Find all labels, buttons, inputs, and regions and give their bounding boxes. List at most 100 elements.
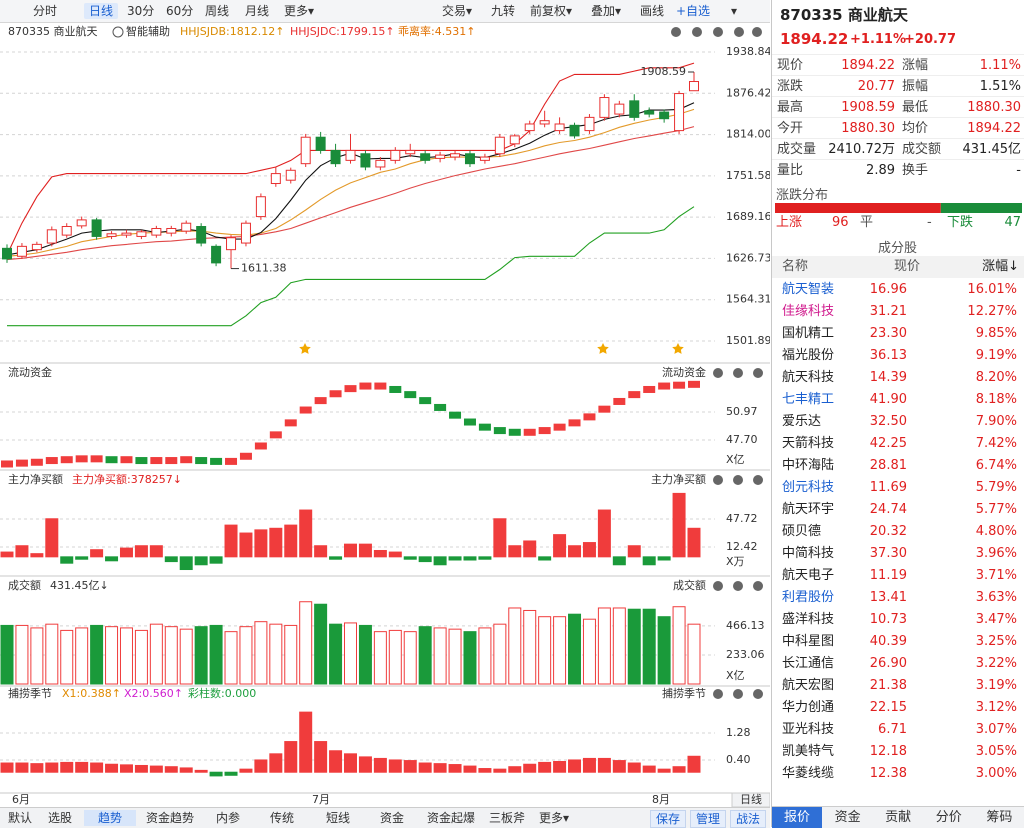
stock-change: 3.22%: [975, 656, 1017, 671]
bottom-tab[interactable]: 三板斧: [488, 811, 525, 825]
panel-icon[interactable]: [753, 689, 763, 699]
tool-button[interactable]: +自选: [676, 4, 711, 18]
tab-button[interactable]: 分时: [33, 4, 58, 18]
panel-icon[interactable]: [752, 27, 762, 37]
legend-item: X2:0.560↑: [124, 687, 183, 700]
bottom-tab[interactable]: 资金趋势: [145, 811, 194, 825]
panel-icon[interactable]: [713, 27, 723, 37]
tool-button[interactable]: 前复权▾: [530, 4, 573, 18]
tab-button[interactable]: 周线: [205, 4, 230, 18]
constituent-row[interactable]: 佳缘科技 31.21 12.27%: [772, 301, 1024, 323]
net-bar: [448, 556, 462, 561]
right-tab[interactable]: 报价: [772, 807, 822, 828]
constituent-row[interactable]: 航天宏图 21.38 3.19%: [772, 675, 1024, 697]
tab-button[interactable]: 月线: [245, 4, 270, 18]
constituent-row[interactable]: 国机精工 23.30 9.85%: [772, 323, 1024, 345]
header-cell[interactable]: 涨幅↓: [982, 259, 1019, 274]
flow-block: [523, 428, 536, 436]
panel-icon[interactable]: [733, 368, 743, 378]
bottom-tab[interactable]: 短线: [325, 811, 350, 825]
constituent-row[interactable]: 亚光科技 6.71 3.07%: [772, 719, 1024, 741]
constituent-row[interactable]: 中简科技 37.30 3.96%: [772, 543, 1024, 565]
tab-button[interactable]: 30分: [127, 4, 155, 18]
constituent-row[interactable]: 利君股份 13.41 3.63%: [772, 587, 1024, 609]
panel-icon[interactable]: [753, 475, 763, 485]
panel-icon[interactable]: [713, 581, 723, 591]
panel-icon[interactable]: [713, 475, 723, 485]
constituent-row[interactable]: 创元科技 11.69 5.79%: [772, 477, 1024, 499]
constituent-row[interactable]: 爱乐达 32.50 7.90%: [772, 411, 1024, 433]
tool-button[interactable]: 画线: [640, 4, 665, 18]
quote-value: 1894.22: [967, 121, 1021, 136]
catch-bar: [60, 761, 74, 773]
signal-star: [672, 343, 684, 354]
constituent-row[interactable]: 华菱线缆 12.38 3.00%: [772, 763, 1024, 785]
flow-block: [15, 459, 28, 467]
right-tab[interactable]: 贡献: [885, 810, 912, 825]
panel-title-right: 流动资金: [662, 365, 706, 379]
panel-icon[interactable]: [713, 689, 723, 699]
quote-title: 870335 商业航天: [780, 6, 908, 24]
volume-bar: [239, 626, 253, 685]
catch-bar: [254, 759, 268, 773]
constituent-row[interactable]: 中科星图 40.39 3.25%: [772, 631, 1024, 653]
constituent-row[interactable]: 华力创通 22.15 3.12%: [772, 697, 1024, 719]
volume-bar: [179, 628, 193, 685]
bottom-tab[interactable]: 趋势: [84, 810, 136, 826]
right-tab[interactable]: 分价: [935, 810, 962, 825]
net-bar: [30, 553, 44, 558]
panel-icon[interactable]: [671, 27, 681, 37]
net-bar: [478, 556, 492, 560]
panel-icon[interactable]: [713, 368, 723, 378]
bottom-action[interactable]: 战法: [730, 810, 766, 828]
constituent-row[interactable]: 硕贝德 20.32 4.80%: [772, 521, 1024, 543]
bottom-tab[interactable]: 选股: [47, 811, 72, 825]
right-tab[interactable]: 资金: [834, 810, 861, 825]
x-tick-label: 6月: [12, 793, 30, 806]
tool-button[interactable]: 交易▾: [442, 4, 473, 18]
constituent-row[interactable]: 航天电子 11.19 3.71%: [772, 565, 1024, 587]
bottom-tab[interactable]: 更多▾: [538, 811, 570, 825]
bottom-tab[interactable]: 资金: [379, 811, 404, 825]
panel-icon[interactable]: [734, 27, 744, 37]
bottom-action[interactable]: 保存: [650, 810, 686, 828]
volume-bar: [612, 607, 626, 685]
net-bar: [568, 545, 582, 558]
constituent-row[interactable]: 福光股份 36.13 9.19%: [772, 345, 1024, 367]
section-title: 涨跌分布: [776, 188, 829, 203]
constituent-row[interactable]: 航天环宇 24.74 5.77%: [772, 499, 1024, 521]
panel-icon[interactable]: [733, 581, 743, 591]
constituent-row[interactable]: 盛洋科技 10.73 3.47%: [772, 609, 1024, 631]
tab-button[interactable]: 60分: [166, 4, 194, 18]
constituent-row[interactable]: 中环海陆 28.81 6.74%: [772, 455, 1024, 477]
stock-name: 爱乐达: [782, 414, 822, 429]
quote-label: 现价: [777, 58, 804, 73]
tool-button[interactable]: ▾: [731, 4, 738, 18]
right-tab[interactable]: 筹码: [986, 810, 1013, 825]
panel-icon[interactable]: [753, 581, 763, 591]
bottom-tab[interactable]: 传统: [269, 811, 294, 825]
tool-button[interactable]: 九转: [491, 4, 516, 18]
panel-icon[interactable]: [753, 368, 763, 378]
catch-bar: [329, 750, 343, 773]
tab-button[interactable]: 更多▾: [284, 4, 315, 18]
panel-icon[interactable]: [733, 689, 743, 699]
constituent-row[interactable]: 长江通信 26.90 3.22%: [772, 653, 1024, 675]
panel-title: 主力净买额: [8, 472, 63, 486]
constituent-row[interactable]: 凯美特气 12.18 3.05%: [772, 741, 1024, 763]
constituent-row[interactable]: 七丰精工 41.90 8.18%: [772, 389, 1024, 411]
net-bar: [553, 534, 567, 558]
quote-value: 1880.30: [841, 121, 895, 136]
up-label: 上涨: [776, 215, 803, 230]
tab-button[interactable]: 日线: [84, 3, 119, 19]
constituent-row[interactable]: 天箭科技 42.25 7.42%: [772, 433, 1024, 455]
bottom-tab[interactable]: 默认: [7, 811, 32, 825]
panel-icon[interactable]: [692, 27, 702, 37]
bottom-tab[interactable]: 资金起爆: [426, 811, 475, 825]
tool-button[interactable]: 叠加▾: [591, 4, 622, 18]
panel-icon[interactable]: [733, 475, 743, 485]
constituent-row[interactable]: 航天智装 16.96 16.01%: [772, 279, 1024, 301]
constituent-row[interactable]: 航天科技 14.39 8.20%: [772, 367, 1024, 389]
bottom-tab[interactable]: 内参: [215, 811, 240, 825]
bottom-action[interactable]: 管理: [690, 810, 726, 828]
